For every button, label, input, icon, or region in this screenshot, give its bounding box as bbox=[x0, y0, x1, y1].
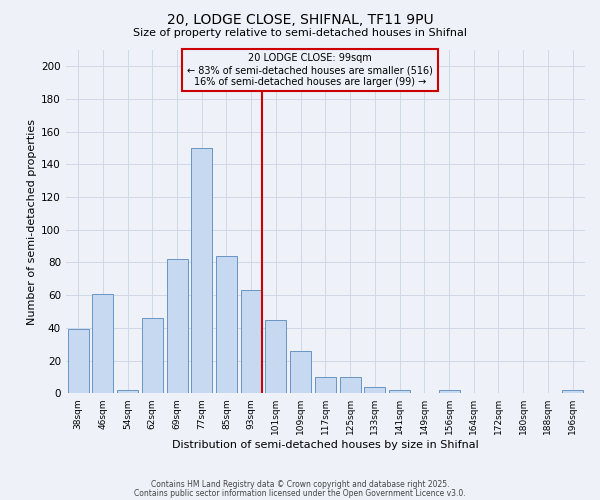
Bar bbox=[216, 256, 237, 393]
Bar bbox=[167, 259, 188, 393]
Bar bbox=[241, 290, 262, 393]
Bar bbox=[315, 377, 336, 393]
Text: Contains HM Land Registry data © Crown copyright and database right 2025.: Contains HM Land Registry data © Crown c… bbox=[151, 480, 449, 489]
Bar bbox=[562, 390, 583, 393]
Text: 20, LODGE CLOSE, SHIFNAL, TF11 9PU: 20, LODGE CLOSE, SHIFNAL, TF11 9PU bbox=[167, 12, 433, 26]
Bar bbox=[142, 318, 163, 393]
Bar bbox=[92, 294, 113, 393]
Text: Contains public sector information licensed under the Open Government Licence v3: Contains public sector information licen… bbox=[134, 488, 466, 498]
Bar bbox=[68, 330, 89, 393]
Y-axis label: Number of semi-detached properties: Number of semi-detached properties bbox=[27, 118, 37, 324]
Bar bbox=[290, 350, 311, 393]
Bar bbox=[191, 148, 212, 393]
Bar bbox=[389, 390, 410, 393]
X-axis label: Distribution of semi-detached houses by size in Shifnal: Distribution of semi-detached houses by … bbox=[172, 440, 479, 450]
Bar bbox=[265, 320, 286, 393]
Bar bbox=[117, 390, 138, 393]
Bar bbox=[340, 377, 361, 393]
Text: Size of property relative to semi-detached houses in Shifnal: Size of property relative to semi-detach… bbox=[133, 28, 467, 38]
Bar bbox=[439, 390, 460, 393]
Text: 20 LODGE CLOSE: 99sqm
← 83% of semi-detached houses are smaller (516)
16% of sem: 20 LODGE CLOSE: 99sqm ← 83% of semi-deta… bbox=[187, 54, 433, 86]
Bar bbox=[364, 386, 385, 393]
